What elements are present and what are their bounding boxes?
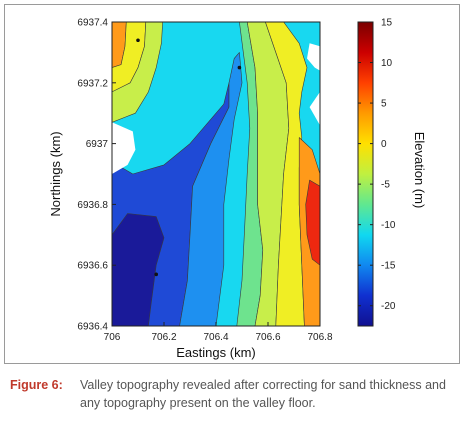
colorbar-tick-label-7: -20 [381, 301, 396, 312]
colorbar-scale [357, 21, 374, 327]
blank-region-0 [112, 122, 136, 174]
x-tick-label-0: 706 [104, 332, 121, 343]
contour-plot-area [112, 22, 320, 326]
caption-text: Valley topography revealed after correct… [80, 378, 446, 410]
contour-region-10 [305, 179, 320, 266]
y-tick-label-5: 6937.4 [77, 18, 108, 29]
contour-region-8 [265, 22, 308, 326]
colorbar-tick-label-1: 10 [381, 58, 393, 69]
caption-label: Figure 6: [10, 378, 63, 392]
colorbar-tick-label-3: 0 [381, 139, 387, 150]
y-tick-label-4: 6937.2 [77, 78, 108, 89]
contour-region-4 [112, 213, 165, 326]
x-tick-label-2: 706.4 [203, 332, 228, 343]
y-axis-label: Northings (km) [48, 131, 63, 216]
y-tick-label-1: 6936.6 [77, 261, 108, 272]
survey-marker-2 [154, 272, 158, 277]
y-tick-label-2: 6936.8 [77, 200, 108, 211]
y-tick-label-3: 6937 [86, 139, 109, 150]
x-tick-label-3: 706.6 [255, 332, 280, 343]
colorbar: 15 10 5 0 -5 -10 -15 -20 Elevation (m) [357, 18, 427, 327]
colorbar-tick-label-2: 5 [381, 99, 387, 110]
colorbar-tick-label-6: -15 [381, 261, 396, 272]
axes: 706 706.2 706.4 706.6 706.8 6936.4 6936.6 6936.… [48, 18, 333, 361]
colorbar-tick-label-0: 15 [381, 18, 393, 29]
survey-marker-1 [237, 65, 242, 70]
colorbar-label: Elevation (m) [412, 132, 427, 209]
survey-marker-0 [136, 38, 140, 43]
x-tick-label-1: 706.2 [151, 332, 176, 343]
blank-region-1 [307, 22, 320, 71]
colorbar-tick-label-5: -10 [381, 220, 396, 231]
contour-region-2 [112, 22, 163, 123]
y-tick-label-0: 6936.4 [77, 322, 108, 333]
blank-region-2 [309, 91, 320, 126]
colorbar-tick-label-4: -5 [381, 180, 390, 191]
x-axis-label: Eastings (km) [176, 345, 255, 360]
x-tick-label-4: 706.8 [307, 332, 332, 343]
